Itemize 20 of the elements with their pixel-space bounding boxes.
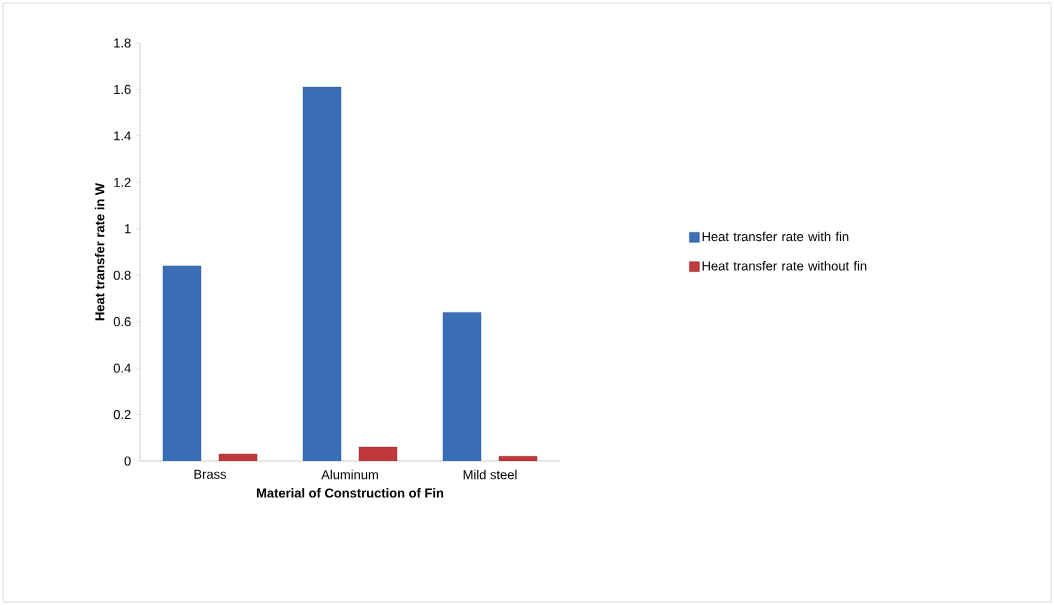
x-tick-label: Brass bbox=[194, 469, 227, 479]
bar bbox=[302, 86, 342, 461]
x-axis-title: Material of Construction of Fin bbox=[256, 488, 444, 498]
y-tick-label: 0.2 bbox=[113, 409, 131, 420]
y-tick-label: 1.6 bbox=[114, 84, 131, 95]
y-tick-label: 0.6 bbox=[113, 317, 131, 327]
bar bbox=[442, 312, 482, 461]
y-axis-title: Heat transfer rate in W bbox=[94, 182, 105, 321]
y-tick-label: 1.4 bbox=[114, 131, 131, 141]
y-tick-label: 1.8 bbox=[114, 38, 131, 48]
y-tick-label: 0.8 bbox=[113, 270, 131, 280]
bar bbox=[162, 265, 202, 461]
legend-label: Heat transfer rate with fin bbox=[702, 231, 849, 242]
legend-label: Heat transfer rate without fin bbox=[702, 260, 867, 271]
y-tick-label: 0 bbox=[124, 456, 131, 466]
x-tick-label: Aluminum bbox=[321, 469, 378, 480]
y-tick-label: 1 bbox=[125, 224, 131, 234]
y-tick-label: 1.2 bbox=[114, 177, 131, 187]
x-tick-label: Mild steel bbox=[463, 469, 517, 480]
y-tick-label: 0.4 bbox=[113, 363, 131, 373]
